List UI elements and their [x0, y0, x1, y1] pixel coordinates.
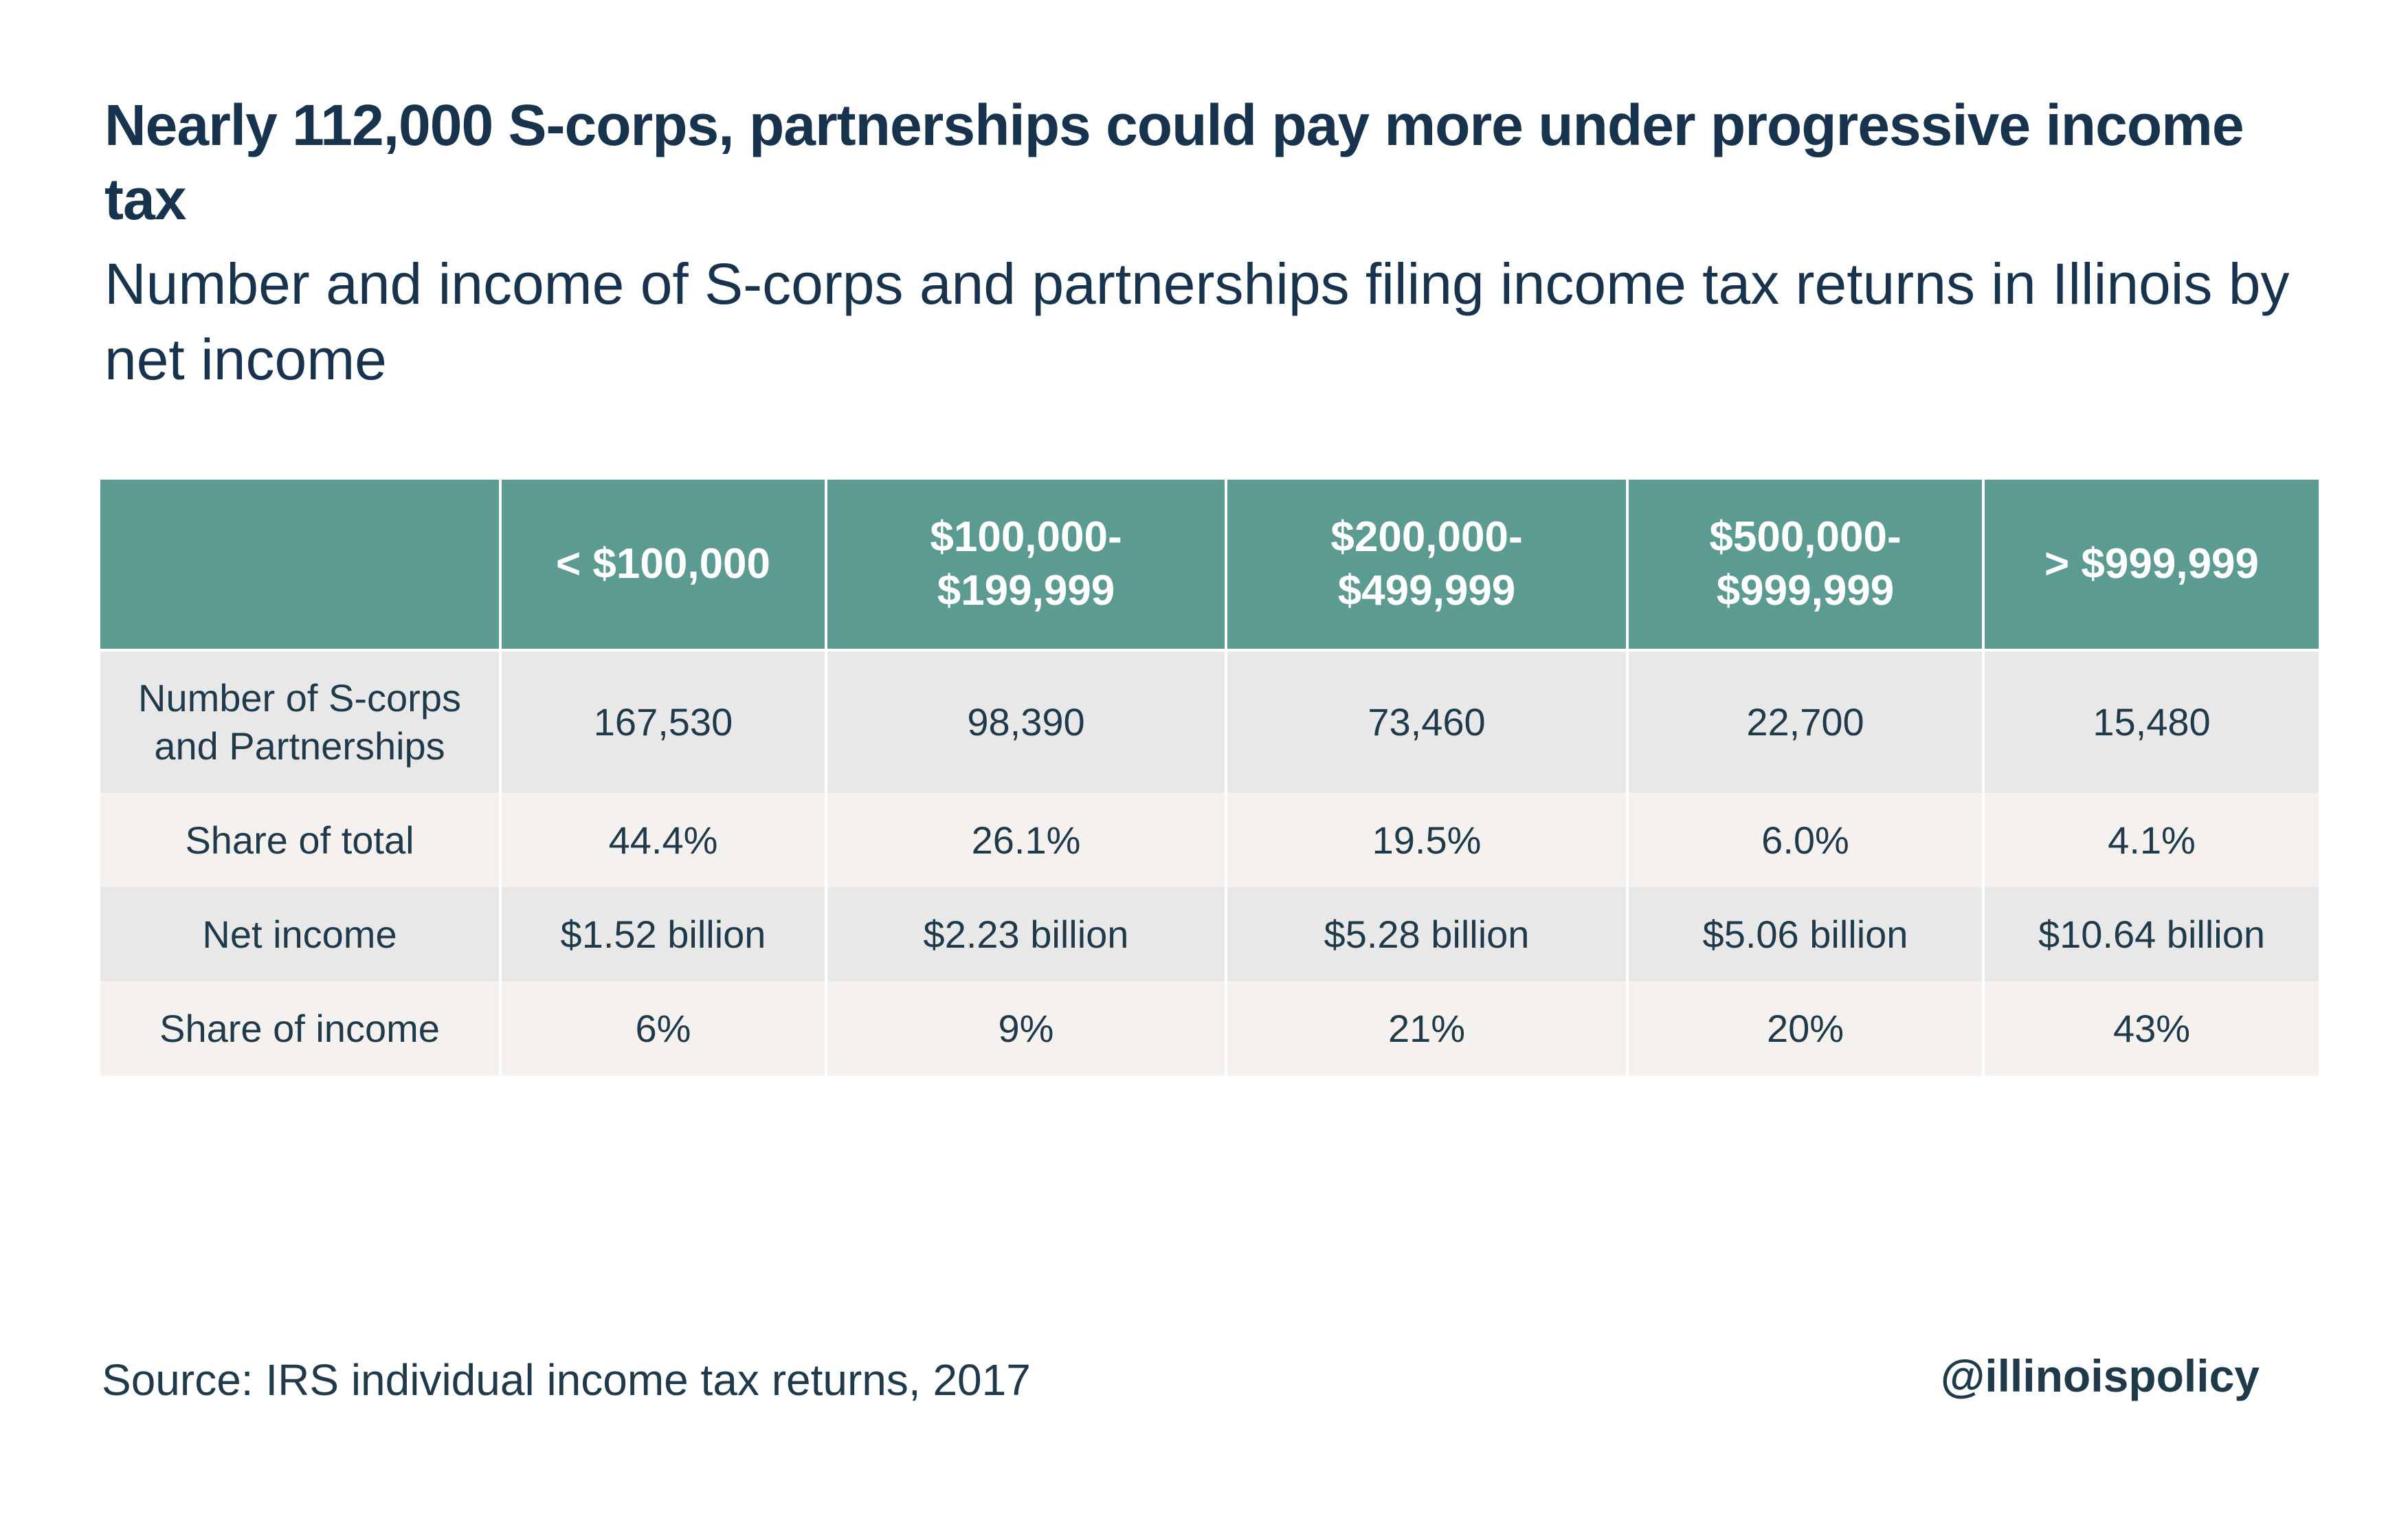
table-cell: 21% [1225, 981, 1629, 1076]
table-row: Share of income 6% 9% 21% 20% 43% [100, 981, 2319, 1076]
table-cell: 73,460 [1225, 650, 1629, 793]
table-row: Number of S-corps and Partnerships 167,5… [100, 650, 2319, 793]
table-row: Net income $1.52 billion $2.23 billion $… [100, 887, 2319, 981]
column-header-500k-999k: $500,000- $999,999 [1626, 480, 1985, 651]
table-cell: 44.4% [499, 793, 827, 887]
column-header-100k-199k: $100,000- $199,999 [825, 480, 1227, 651]
table-cell: $2.23 billion [825, 887, 1227, 981]
chart-subtitle: Number and income of S-corps and partner… [104, 252, 2290, 392]
table-cell: 167,530 [499, 650, 827, 793]
column-header-under-100k: < $100,000 [499, 480, 827, 651]
column-header-200k-499k: $200,000- $499,999 [1225, 480, 1629, 651]
table-cell: 6.0% [1626, 793, 1985, 887]
table-cell: 22,700 [1626, 650, 1985, 793]
table-header-row: < $100,000 $100,000- $199,999 $200,000- … [100, 480, 2319, 651]
column-header-over-999k: > $999,999 [1982, 480, 2319, 651]
row-label: Number of S-corps and Partnerships [100, 650, 502, 793]
table-cell: 19.5% [1225, 793, 1629, 887]
chart-title: Nearly 112,000 S-corps, partnerships cou… [104, 93, 2244, 232]
column-header-blank [100, 480, 502, 651]
social-handle: @illinoispolicy [1940, 1350, 2260, 1401]
row-label: Net income [100, 887, 502, 981]
table-cell: $10.64 billion [1982, 887, 2319, 981]
table-cell: 26.1% [825, 793, 1227, 887]
table-cell: 98,390 [825, 650, 1227, 793]
row-label: Share of income [100, 981, 502, 1076]
source-note: Source: IRS individual income tax return… [102, 1355, 1031, 1405]
table-cell: 4.1% [1982, 793, 2319, 887]
table-cell: 15,480 [1982, 650, 2319, 793]
table-cell: $5.06 billion [1626, 887, 1985, 981]
table-cell: 9% [825, 981, 1227, 1076]
table-row: Share of total 44.4% 26.1% 19.5% 6.0% 4.… [100, 793, 2319, 887]
table-cell: 20% [1626, 981, 1985, 1076]
table-cell: 6% [499, 981, 827, 1076]
table-cell: 43% [1982, 981, 2319, 1076]
table-cell: $5.28 billion [1225, 887, 1629, 981]
row-label: Share of total [100, 793, 502, 887]
data-table: < $100,000 $100,000- $199,999 $200,000- … [100, 480, 2319, 1076]
table-cell: $1.52 billion [499, 887, 827, 981]
